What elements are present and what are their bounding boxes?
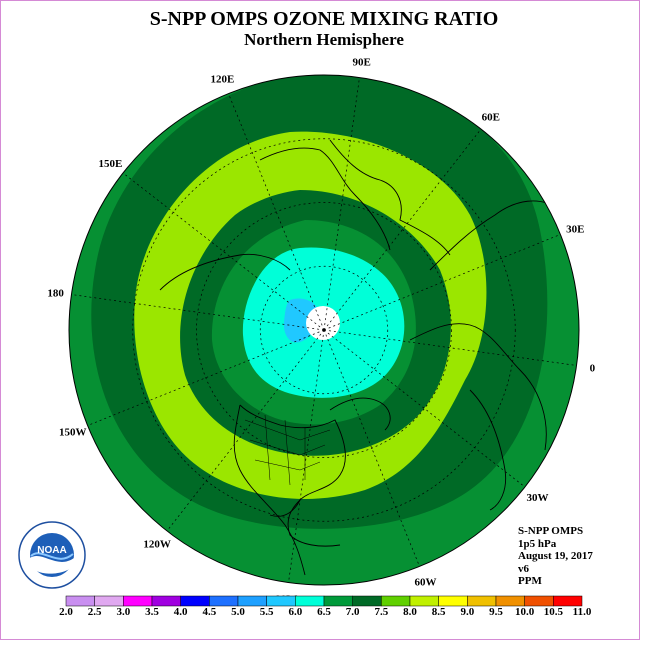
coastlines	[159, 139, 561, 576]
map-subtitle: Northern Hemisphere	[244, 30, 404, 49]
latitude-circle	[196, 202, 452, 458]
latitude-circle	[132, 138, 516, 522]
longitude-label: 150E	[99, 158, 123, 170]
instrument-label: S-NPP OMPS	[518, 525, 584, 537]
longitude-label: 150W	[59, 427, 87, 439]
legend-swatch	[266, 595, 296, 607]
legend-swatch	[524, 595, 554, 607]
legend-swatch	[123, 595, 153, 607]
longitude-label: 90E	[353, 57, 371, 69]
legend-tick-label: 6.5	[317, 606, 331, 618]
longitude-label: 30E	[566, 223, 584, 235]
legend-swatch	[151, 595, 181, 607]
longitude-label: 0	[590, 363, 596, 375]
legend-tick-label: 10.0	[515, 606, 535, 618]
legend-swatch	[323, 595, 353, 607]
legend-tick-label: 8.5	[431, 606, 446, 618]
legend-tick-label: 6.0	[288, 606, 303, 618]
legend-swatch	[438, 595, 468, 607]
longitude-label: 180	[47, 287, 64, 299]
legend-swatch	[237, 595, 267, 607]
no-data-pole-hole	[306, 306, 340, 340]
map-info-block: S-NPP OMPS 1p5 hPa August 19, 2017 v6 PP…	[518, 525, 593, 588]
political-borders	[244, 414, 331, 486]
legend-tick-label: 3.0	[116, 606, 131, 618]
legend-tick-label: 2.5	[87, 606, 102, 618]
legend-tick-label: 8.0	[403, 606, 417, 618]
color-legend	[65, 595, 583, 607]
legend-swatch	[553, 595, 583, 607]
legend-swatch	[352, 595, 382, 607]
legend-swatch	[495, 595, 525, 607]
legend-tick-label: 9.5	[489, 606, 503, 618]
longitude-label: 120W	[143, 539, 171, 551]
legend-swatch	[381, 595, 411, 607]
legend-tick-label: 5.0	[231, 606, 245, 618]
longitude-label: 60W	[415, 576, 437, 588]
longitude-label: 30W	[527, 492, 549, 504]
legend-swatch	[409, 595, 439, 607]
date-label: August 19, 2017	[518, 550, 593, 562]
longitude-label: 60E	[482, 111, 500, 123]
version-label: v6	[518, 562, 529, 575]
map-title: S-NPP OMPS OZONE MIXING RATIO	[149, 8, 499, 30]
legend-tick-label: 3.5	[145, 606, 159, 618]
legend-tick-label: 5.5	[259, 606, 274, 618]
graticule	[71, 77, 577, 583]
svg-text:NOAA: NOAA	[37, 545, 66, 556]
legend-tick-label: 2.0	[59, 606, 73, 618]
legend-swatch	[295, 595, 325, 607]
legend-swatch	[209, 595, 239, 607]
legend-tick-label: 4.5	[202, 606, 217, 618]
units-label: PPM	[518, 575, 542, 587]
legend-swatch	[467, 595, 497, 607]
legend-tick-label: 11.0	[572, 606, 592, 618]
level-label: 1p5 hPa	[518, 537, 557, 550]
legend-tick-label: 7.0	[345, 606, 360, 618]
legend-swatch	[180, 595, 210, 607]
legend-tick-label: 9.0	[460, 606, 475, 618]
legend-tick-label: 4.0	[173, 606, 188, 618]
noaa-logo: NOAA	[18, 521, 86, 589]
map-boundary	[68, 74, 580, 586]
legend-swatch	[65, 595, 95, 607]
longitude-label: 120E	[211, 74, 235, 86]
legend-tick-label: 7.5	[374, 606, 389, 618]
legend-tick-labels: 2.0 2.5 3.0 3.5 4.0 4.5 5.0 5.5 6.0 6.5 7.0 7.5 8.0 8…	[0, 606, 648, 620]
latitude-circle	[259, 265, 389, 395]
legend-tick-label: 10.5	[543, 606, 563, 618]
legend-swatch	[94, 595, 124, 607]
